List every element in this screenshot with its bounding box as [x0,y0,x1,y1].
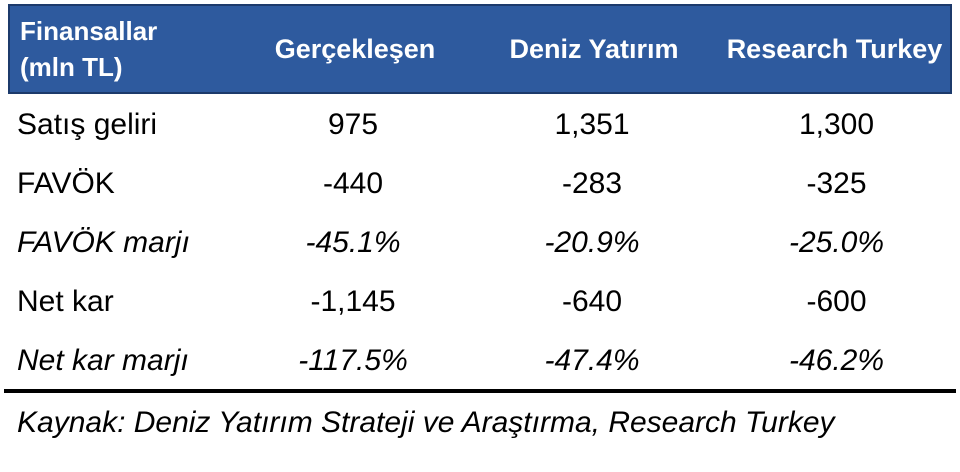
value-deniz-yatirim: 1,351 [554,107,630,141]
value-deniz-yatirim: -47.4% [544,343,640,377]
value-research-turkey: -46.2% [788,343,885,377]
header-cell-deniz-yatirim: Deniz Yatırım [509,33,679,64]
table-row-satis-geliri: Satış geliri 975 1,351 1,300 [0,95,960,154]
value-gerceklesen: -1,145 [310,284,396,318]
value-research-turkey: -25.0% [788,225,885,259]
table-header-row: Finansallar (mln TL) Gerçekleşen Deniz Y… [8,4,952,94]
row-label: Net kar [17,284,114,318]
value-deniz-yatirim: -20.9% [544,225,640,259]
header-label-line1: Finansallar [20,16,158,46]
value-gerceklesen: 975 [327,107,379,141]
value-research-turkey: -600 [806,284,867,318]
bottom-rule [4,389,956,393]
value-gerceklesen: -117.5% [298,343,408,377]
table-row-net-kar-marji: Net kar marjı -117.5% -47.4% -46.2% [0,331,960,390]
value-research-turkey: 1,300 [798,107,875,141]
header-label-line2: (mln TL) [20,52,123,82]
value-research-turkey: -325 [806,166,867,200]
value-deniz-yatirim: -640 [561,284,623,318]
value-gerceklesen: -45.1% [305,225,401,259]
row-label: Satış geliri [17,107,158,141]
value-gerceklesen: -440 [322,166,384,200]
header-cell-research-turkey: Research Turkey [726,33,943,64]
source-note: Kaynak: Deniz Yatırım Strateji ve Araştı… [17,406,835,439]
table-body: Satış geliri 975 1,351 1,300 FAVÖK -440 … [0,95,960,390]
row-label: FAVÖK [17,166,115,200]
row-label: Net kar marjı [17,343,189,377]
value-deniz-yatirim: -283 [561,166,623,200]
table-row-favok-marji: FAVÖK marjı -45.1% -20.9% -25.0% [0,213,960,272]
table-row-net-kar: Net kar -1,145 -640 -600 [0,272,960,331]
header-cell-gerceklesen: Gerçekleşen [274,33,436,64]
row-label: FAVÖK marjı [17,225,190,259]
header-cell-finansallar: Finansallar (mln TL) [10,13,237,85]
table-row-favok: FAVÖK -440 -283 -325 [0,154,960,213]
